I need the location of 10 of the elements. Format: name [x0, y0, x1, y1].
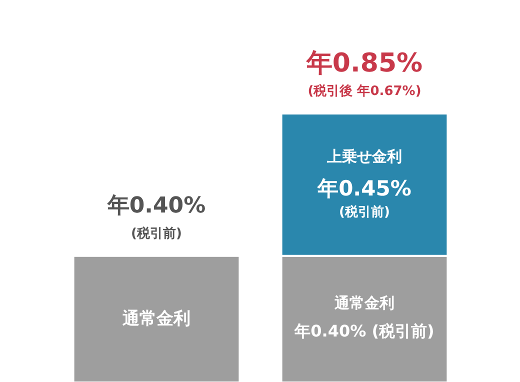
series-label: 通常金利 — [334, 294, 394, 312]
text: (税引後 年0.67%) — [308, 82, 422, 99]
series-label: 上乗せ金利 — [326, 148, 402, 166]
data-label: 年0.40% (税引前) — [294, 322, 434, 341]
text: 通常金利 — [122, 309, 190, 330]
total-label: 年0.85% — [305, 48, 423, 78]
total-label: 年0.40% — [106, 193, 206, 218]
annotation: (税引前) — [131, 225, 182, 242]
annotation: (税引前) — [339, 204, 390, 220]
data-label: 年0.45% — [316, 176, 412, 201]
